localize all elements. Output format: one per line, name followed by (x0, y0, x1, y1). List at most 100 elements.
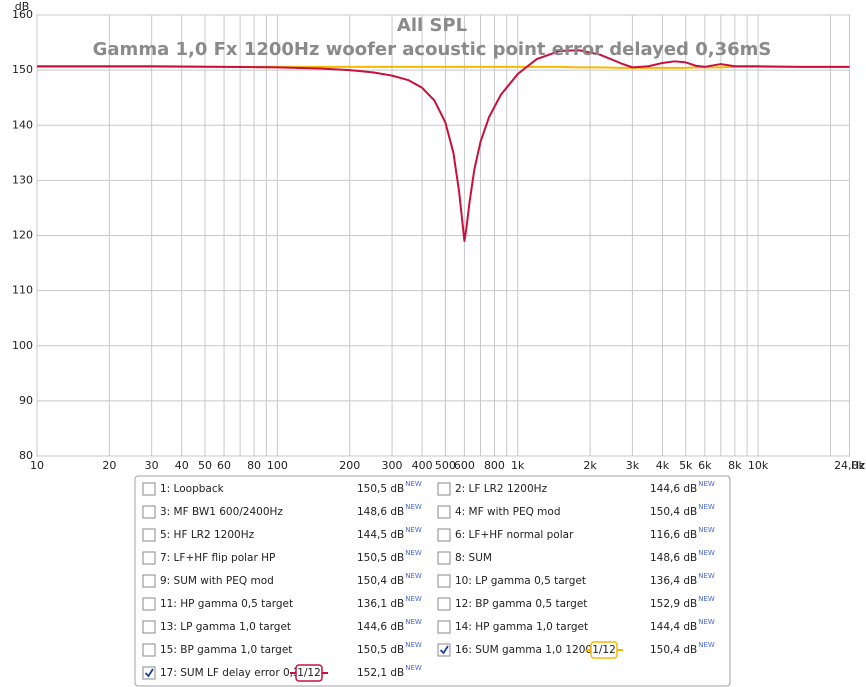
smoothing-label: 1/12 (297, 667, 321, 679)
x-tick-label: 1k (511, 459, 525, 472)
legend-label[interactable]: 13: LP gamma 1,0 target (160, 621, 291, 633)
legend-value: 150,4 dB (650, 506, 697, 518)
x-tick-label: 40 (175, 459, 189, 472)
legend-label[interactable]: 15: BP gamma 1,0 target (160, 644, 292, 656)
legend-label[interactable]: 5: HF LR2 1200Hz (160, 529, 255, 541)
checkbox[interactable] (142, 528, 156, 542)
chart-subtitle: Gamma 1,0 Fx 1200Hz woofer acoustic poin… (93, 39, 772, 60)
x-tick-label: 4k (656, 459, 670, 472)
smoothing-badge[interactable] (295, 664, 323, 682)
checkbox[interactable] (142, 482, 156, 496)
checkmark[interactable] (144, 668, 154, 678)
legend-label[interactable]: 9: SUM with PEQ mod (160, 575, 274, 587)
smoothing-label: 1/12 (592, 644, 616, 656)
legend-value: 150,5 dB (357, 483, 404, 495)
x-tick-label: 400 (412, 459, 433, 472)
legend-value: 152,1 dB (357, 667, 404, 679)
legend-label[interactable]: 4: MF with PEQ mod (455, 506, 561, 518)
x-tick-label: 30 (145, 459, 159, 472)
y-tick-label: 140 (12, 118, 33, 131)
x-tick-label: 800 (484, 459, 505, 472)
legend-value: 116,6 dB (650, 529, 697, 541)
legend-label[interactable]: 17: SUM LF delay error 0,3 (160, 667, 300, 679)
new-badge: NEW (698, 503, 715, 511)
legend-value: 150,4 dB (357, 575, 404, 587)
legend-value: 150,4 dB (650, 644, 697, 656)
x-tick-label: 24,0k (834, 459, 865, 472)
checkbox[interactable] (437, 482, 451, 496)
x-tick-label: 10k (748, 459, 769, 472)
x-tick-label: 8k (728, 459, 742, 472)
y-tick-label: 110 (12, 284, 33, 297)
new-badge: NEW (698, 480, 715, 488)
legend-label[interactable]: 1: Loopback (160, 483, 225, 495)
checkbox[interactable] (437, 620, 451, 634)
legend-value: 144,6 dB (650, 483, 697, 495)
checkbox[interactable] (437, 505, 451, 519)
series-line (37, 65, 850, 69)
new-badge: NEW (405, 572, 422, 580)
legend-label[interactable]: 11: HP gamma 0,5 target (160, 598, 293, 610)
y-tick-label: 120 (12, 229, 33, 242)
smoothing-badge[interactable] (590, 641, 618, 659)
new-badge: NEW (405, 526, 422, 534)
legend-value: 152,9 dB (650, 598, 697, 610)
new-badge: NEW (405, 618, 422, 626)
x-tick-label: 200 (339, 459, 360, 472)
checkbox[interactable] (142, 620, 156, 634)
checkbox[interactable] (437, 597, 451, 611)
checkbox[interactable] (437, 551, 451, 565)
legend-label[interactable]: 8: SUM (455, 552, 492, 564)
new-badge: NEW (405, 549, 422, 557)
new-badge: NEW (405, 503, 422, 511)
legend-value: 144,6 dB (357, 621, 404, 633)
new-badge: NEW (698, 595, 715, 603)
y-tick-label: 160 (12, 8, 33, 21)
x-tick-label: 300 (382, 459, 403, 472)
legend-value: 150,5 dB (357, 644, 404, 656)
legend-value: 144,4 dB (650, 621, 697, 633)
new-badge: NEW (698, 549, 715, 557)
y-tick-label: 130 (12, 173, 33, 186)
checkbox[interactable] (142, 666, 156, 680)
x-tick-label: 2k (583, 459, 597, 472)
x-tick-label: 5k (679, 459, 693, 472)
checkbox[interactable] (437, 574, 451, 588)
checkbox[interactable] (142, 574, 156, 588)
y-tick-label: 150 (12, 63, 33, 76)
new-badge: NEW (405, 480, 422, 488)
legend-label[interactable]: 3: MF BW1 600/2400Hz (160, 506, 283, 518)
new-badge: NEW (405, 595, 422, 603)
legend-label[interactable]: 2: LF LR2 1200Hz (455, 483, 548, 495)
x-tick-label: 6k (698, 459, 712, 472)
new-badge: NEW (698, 572, 715, 580)
y-tick-label: 90 (19, 394, 33, 407)
y-tick-label: 80 (19, 449, 33, 462)
legend-value: 136,4 dB (650, 575, 697, 587)
new-badge: NEW (698, 641, 715, 649)
checkbox[interactable] (142, 597, 156, 611)
legend-label[interactable]: 10: LP gamma 0,5 target (455, 575, 586, 587)
legend-value: 144,5 dB (357, 529, 404, 541)
checkmark[interactable] (439, 645, 449, 655)
x-tick-label: 50 (198, 459, 212, 472)
legend-value: 150,5 dB (357, 552, 404, 564)
legend-value: 148,6 dB (357, 506, 404, 518)
x-axis-label: Hz (851, 459, 865, 472)
legend-label[interactable]: 12: BP gamma 0,5 target (455, 598, 587, 610)
x-tick-label: 600 (454, 459, 475, 472)
x-tick-label: 20 (102, 459, 116, 472)
checkbox[interactable] (437, 528, 451, 542)
legend-label[interactable]: 16: SUM gamma 1,0 1200H (455, 644, 600, 656)
checkbox[interactable] (142, 551, 156, 565)
x-tick-label: 10 (30, 459, 44, 472)
checkbox[interactable] (437, 643, 451, 657)
checkbox[interactable] (142, 505, 156, 519)
checkbox[interactable] (142, 643, 156, 657)
legend-label[interactable]: 7: LF+HF flip polar HP (160, 552, 275, 564)
legend-label[interactable]: 6: LF+HF normal polar (455, 529, 574, 541)
y-tick-label: 100 (12, 339, 33, 352)
new-badge: NEW (405, 641, 422, 649)
x-tick-label: 60 (217, 459, 231, 472)
legend-label[interactable]: 14: HP gamma 1,0 target (455, 621, 588, 633)
